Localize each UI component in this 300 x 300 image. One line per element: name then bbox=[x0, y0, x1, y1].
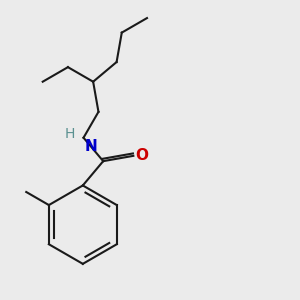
Text: N: N bbox=[85, 139, 98, 154]
Text: H: H bbox=[65, 127, 75, 141]
Text: O: O bbox=[135, 148, 148, 163]
